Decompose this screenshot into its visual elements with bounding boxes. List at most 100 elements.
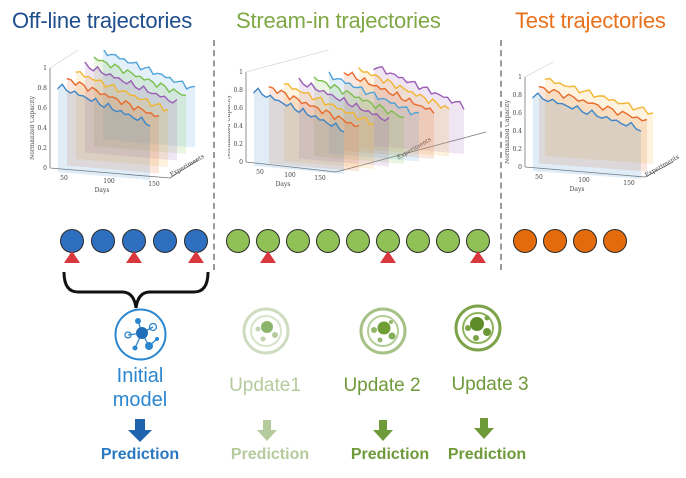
trajectory-panel	[284, 83, 374, 169]
x-tick-label: 50	[256, 169, 264, 176]
trajectory-line	[313, 76, 405, 119]
x-tick-label: 150	[623, 180, 635, 187]
offline-node	[184, 229, 208, 253]
offline-node	[60, 229, 84, 253]
initial-model-network-icon	[114, 308, 167, 361]
divider-left	[213, 40, 215, 270]
y-tick-label: 0	[239, 159, 243, 166]
y-tick-label: 1	[239, 69, 243, 76]
stream-node	[226, 229, 250, 253]
stream-plot: 1 0.8 0.6 0.4 0.2 0 50 100 150 Normalized Capacit…	[228, 50, 487, 188]
trajectory-panel	[58, 84, 150, 180]
y-tick-label: 0.4	[233, 123, 243, 130]
y-tick-label: 0.8	[233, 87, 243, 94]
trajectory-panel	[103, 50, 195, 148]
trajectory-line	[57, 83, 151, 127]
y-tick-label: 0.2	[37, 145, 47, 152]
y-tick-label: 0.2	[512, 146, 522, 153]
trajectory-line	[75, 70, 169, 112]
trajectory-panel	[545, 78, 653, 164]
update2-model-icon	[359, 307, 407, 355]
y-tick-label: 0.4	[512, 128, 522, 135]
test-title: Test trajectories	[515, 8, 666, 33]
x-axis-label: Days	[95, 187, 110, 194]
update1-label: Update1	[229, 375, 301, 396]
trajectory-line	[532, 92, 642, 132]
trajectory-line	[343, 71, 435, 114]
trajectory-line	[544, 77, 654, 115]
offline-plot: 1 0.8 0.6 0.4 0.2 0 50 100 150 Normalized Capacit…	[30, 50, 206, 194]
stream-node	[436, 229, 460, 253]
triangle-marker-icon	[126, 251, 142, 263]
stream-title: Stream-in trajectories	[236, 8, 441, 33]
y-tick-label: 1	[43, 65, 47, 72]
trajectory-line	[328, 71, 420, 116]
y-axis-label: Normalized Capacity	[228, 94, 232, 159]
trajectory-line	[103, 50, 196, 90]
trajectory-line	[66, 77, 160, 118]
y-tick-label: 1	[518, 74, 522, 81]
stream-node	[316, 229, 340, 253]
update3-model-icon	[454, 304, 502, 352]
trajectory-line	[283, 83, 375, 126]
trajectory-panel	[299, 77, 389, 167]
triangle-marker-icon	[260, 251, 276, 263]
stream-node	[286, 229, 310, 253]
down-arrow-icon-update1	[257, 420, 277, 441]
y-tick-label: 0.8	[512, 92, 522, 99]
initial-model-line2: model	[112, 389, 168, 411]
trajectory-line	[84, 61, 178, 104]
x-axis-label: Days	[276, 181, 291, 188]
down-arrow-icon-update3	[474, 418, 494, 439]
offline-node-row	[60, 229, 210, 269]
prediction-update3: Prediction	[447, 446, 527, 463]
stream-node-row	[226, 229, 496, 269]
trajectory-panel	[533, 93, 641, 179]
down-arrow-icon-initial	[128, 419, 152, 442]
trajectory-line	[358, 66, 450, 110]
y-tick-label: 0.6	[233, 105, 243, 112]
x-tick-label: 50	[60, 175, 68, 182]
y-tick-label: 0.2	[233, 141, 243, 148]
x-tick-label: 100	[578, 177, 590, 184]
initial-model-line1: Initial	[116, 365, 164, 387]
trajectory-line	[93, 56, 187, 97]
trajectory-panel	[269, 86, 359, 172]
offline-node	[122, 229, 146, 253]
test-node	[513, 229, 537, 253]
initial-model-label: Initial model	[90, 364, 190, 412]
prediction-update2: Prediction	[350, 446, 430, 463]
y-tick-label: 0	[43, 165, 47, 172]
trajectory-panel	[254, 88, 344, 174]
bracket-icon	[62, 271, 210, 309]
trajectory-line	[268, 85, 360, 128]
offline-node	[91, 229, 115, 253]
y-tick-label: 0.8	[37, 85, 47, 92]
test-node	[573, 229, 597, 253]
stream-node	[406, 229, 430, 253]
stream-node	[346, 229, 370, 253]
trajectory-panel	[94, 57, 186, 154]
trajectory-panel	[539, 86, 647, 172]
trajectory-line	[298, 77, 390, 122]
triangle-marker-icon	[380, 251, 396, 263]
trajectory-line	[538, 85, 648, 122]
offline-title: Off-line trajectories	[12, 8, 193, 33]
y-tick-label: 0.6	[37, 105, 47, 112]
trajectory-panel	[359, 68, 449, 157]
test-node-row	[513, 229, 633, 269]
stream-node	[376, 229, 400, 253]
update2-label: Update 2	[343, 375, 421, 396]
update1-model-icon	[242, 307, 290, 355]
x-tick-label: 150	[148, 181, 160, 188]
x-axis-label: Days	[570, 186, 585, 193]
y-tick-label: 0.4	[37, 125, 47, 132]
x-tick-label: 100	[103, 178, 115, 185]
trajectory-panel	[76, 71, 168, 167]
x-tick-label: 100	[284, 172, 296, 179]
x-tick-label: 50	[535, 174, 543, 181]
prediction-initial: Prediction	[100, 446, 180, 463]
trajectory-line	[373, 66, 465, 110]
prediction-update1: Prediction	[230, 446, 310, 463]
stream-node	[466, 229, 490, 253]
